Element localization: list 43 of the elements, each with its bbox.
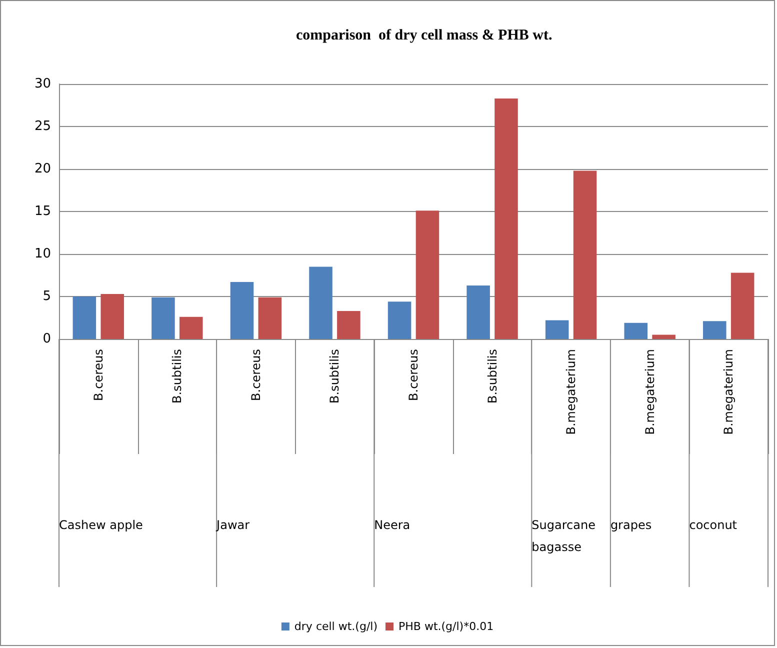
bar (624, 322, 648, 339)
bar (466, 285, 490, 339)
y-tick-label: 5 (42, 289, 51, 304)
y-tick-label: 25 (34, 119, 51, 134)
text: Cashew apple (59, 518, 143, 532)
bar (494, 98, 518, 339)
text: coconut (689, 518, 738, 532)
bar (72, 296, 96, 339)
bar (652, 334, 676, 339)
text: grapes (610, 518, 652, 532)
y-tick-label: 30 (34, 76, 51, 92)
legend-label: PHB wt.(g/l)*0.01 (398, 620, 494, 633)
bar (545, 320, 569, 339)
bar (416, 210, 440, 339)
x-tick-label: B.megaterium (564, 349, 578, 435)
y-tick-label: 0 (42, 332, 51, 346)
bar (100, 294, 124, 339)
bar (309, 266, 332, 339)
x-tick-label: B.cereus (248, 349, 263, 401)
bar (258, 297, 282, 339)
text: Sugarcane bagasse (532, 518, 600, 554)
bar (179, 316, 203, 339)
y-tick-label: 20 (34, 162, 51, 176)
bar (703, 321, 726, 339)
x-tick-label: B.subtilis (170, 349, 184, 404)
x-tick-label: B.subtilis (328, 349, 342, 404)
bar (337, 310, 360, 339)
x-tick-label: B.subtilis (485, 349, 500, 404)
chart-title: comparison of dry cell mass & PHB wt. (296, 28, 552, 44)
bar (730, 272, 754, 339)
text: Jawar (216, 518, 250, 532)
y-tick-label: 10 (34, 246, 51, 262)
x-tick-label: B.megaterium (722, 349, 736, 435)
legend-label: dry cell wt.(g/l) (294, 620, 378, 633)
x-tick-label: B.cereus (91, 349, 106, 401)
bar (573, 170, 597, 339)
x-tick-label: B.cereus (406, 349, 420, 401)
bar (388, 302, 412, 339)
bar (230, 282, 254, 339)
y-tick-label: 15 (34, 204, 51, 219)
bar (152, 297, 175, 339)
x-tick-label: B.megaterium (642, 349, 657, 435)
text: Neera (374, 518, 410, 532)
